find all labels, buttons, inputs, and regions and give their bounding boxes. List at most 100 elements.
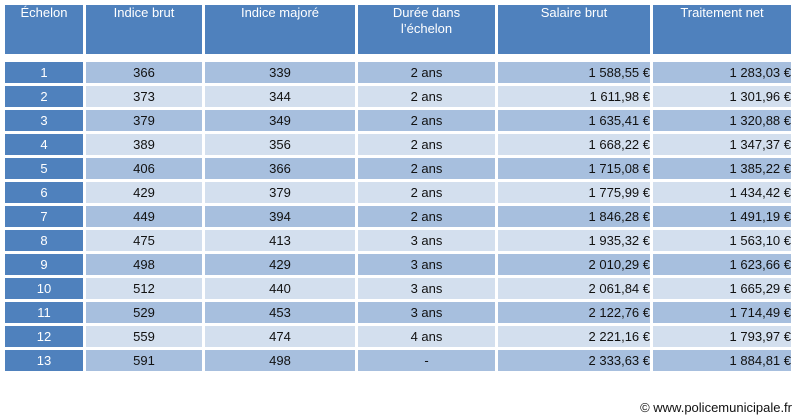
header-duree: Durée dans l’échelon — [358, 5, 495, 54]
table-row: 8 475 413 3 ans 1 935,32 €1 563,10 € — [5, 230, 791, 251]
header-spacer — [5, 57, 791, 59]
cell-duree: 2 ans — [358, 206, 495, 227]
cell-echelon: 7 — [5, 206, 83, 227]
cell-indice-brut: 366 — [86, 62, 202, 83]
header-indice-brut: Indice brut — [86, 5, 202, 54]
table-row: 4 389 356 2 ans 1 668,22 €1 347,37 € — [5, 134, 791, 155]
cell-indice-majore: 474 — [205, 326, 355, 347]
cell-traitement-net: 1 385,22 € — [653, 158, 791, 179]
cell-salaire-brut: 1 775,99 € — [498, 182, 650, 203]
table-row: 13 591 498-2 333,63 €1 884,81 € — [5, 350, 791, 371]
cell-salaire-brut: 2 010,29 € — [498, 254, 650, 275]
table-row: 10 512 440 3 ans 2 061,84 €1 665,29 € — [5, 278, 791, 299]
cell-indice-majore: 366 — [205, 158, 355, 179]
spacer-cell — [5, 57, 791, 59]
cell-indice-brut: 475 — [86, 230, 202, 251]
cell-salaire-brut: 2 221,16 € — [498, 326, 650, 347]
cell-traitement-net: 1 665,29 € — [653, 278, 791, 299]
cell-traitement-net: 1 320,88 € — [653, 110, 791, 131]
cell-indice-majore: 498 — [205, 350, 355, 371]
cell-traitement-net: 1 434,42 € — [653, 182, 791, 203]
cell-salaire-brut: 1 935,32 € — [498, 230, 650, 251]
cell-indice-majore: 339 — [205, 62, 355, 83]
cell-traitement-net: 1 793,97 € — [653, 326, 791, 347]
cell-salaire-brut: 1 588,55 € — [498, 62, 650, 83]
cell-duree: 4 ans — [358, 326, 495, 347]
table-header: Échelon Indice brut Indice majoré Durée … — [5, 5, 791, 54]
cell-duree: 2 ans — [358, 182, 495, 203]
cell-duree: 3 ans — [358, 302, 495, 323]
cell-echelon: 11 — [5, 302, 83, 323]
cell-duree: 2 ans — [358, 62, 495, 83]
cell-indice-majore: 440 — [205, 278, 355, 299]
cell-echelon: 12 — [5, 326, 83, 347]
cell-indice-majore: 453 — [205, 302, 355, 323]
cell-traitement-net: 1 714,49 € — [653, 302, 791, 323]
cell-traitement-net: 1 623,66 € — [653, 254, 791, 275]
cell-duree: 3 ans — [358, 278, 495, 299]
header-indice-majore: Indice majoré — [205, 5, 355, 54]
cell-duree: 2 ans — [358, 158, 495, 179]
cell-traitement-net: 1 301,96 € — [653, 86, 791, 107]
table-row: 2 373 344 2 ans 1 611,98 €1 301,96 € — [5, 86, 791, 107]
cell-indice-majore: 413 — [205, 230, 355, 251]
header-traitement-net: Traitement net — [653, 5, 791, 54]
cell-indice-brut: 406 — [86, 158, 202, 179]
cell-salaire-brut: 1 635,41 € — [498, 110, 650, 131]
table-row: 7 449 394 2 ans 1 846,28 €1 491,19 € — [5, 206, 791, 227]
cell-indice-majore: 429 — [205, 254, 355, 275]
cell-echelon: 4 — [5, 134, 83, 155]
cell-salaire-brut: 1 668,22 € — [498, 134, 650, 155]
table-row: 3 379 349 2 ans 1 635,41 €1 320,88 € — [5, 110, 791, 131]
cell-indice-brut: 591 — [86, 350, 202, 371]
cell-salaire-brut: 2 122,76 € — [498, 302, 650, 323]
cell-echelon: 8 — [5, 230, 83, 251]
cell-echelon: 5 — [5, 158, 83, 179]
cell-traitement-net: 1 283,03 € — [653, 62, 791, 83]
cell-indice-majore: 349 — [205, 110, 355, 131]
website-credit: © www.policemunicipale.fr — [640, 400, 792, 415]
cell-indice-brut: 389 — [86, 134, 202, 155]
header-duree-line2: l’échelon — [400, 21, 453, 36]
table-row: 6 429 379 2 ans 1 775,99 €1 434,42 € — [5, 182, 791, 203]
table-body: 1 366 339 2 ans 1 588,55 €1 283,03 €2 373 344 2… — [5, 57, 791, 371]
cell-indice-majore: 344 — [205, 86, 355, 107]
header-echelon: Échelon — [5, 5, 83, 54]
cell-traitement-net: 1 491,19 € — [653, 206, 791, 227]
cell-echelon: 2 — [5, 86, 83, 107]
cell-indice-majore: 356 — [205, 134, 355, 155]
cell-traitement-net: 1 347,37 € — [653, 134, 791, 155]
cell-indice-brut: 379 — [86, 110, 202, 131]
cell-echelon: 6 — [5, 182, 83, 203]
cell-indice-brut: 449 — [86, 206, 202, 227]
cell-traitement-net: 1 884,81 € — [653, 350, 791, 371]
cell-duree: 3 ans — [358, 230, 495, 251]
table-row: 12 559 474 4 ans 2 221,16 €1 793,97 € — [5, 326, 791, 347]
cell-duree: 2 ans — [358, 110, 495, 131]
cell-indice-brut: 498 — [86, 254, 202, 275]
cell-indice-brut: 559 — [86, 326, 202, 347]
cell-indice-brut: 373 — [86, 86, 202, 107]
cell-echelon: 13 — [5, 350, 83, 371]
table-row: 5 406 366 2 ans 1 715,08 €1 385,22 € — [5, 158, 791, 179]
cell-salaire-brut: 1 715,08 € — [498, 158, 650, 179]
header-salaire-brut: Salaire brut — [498, 5, 650, 54]
header-duree-line1: Durée dans — [392, 5, 461, 20]
cell-salaire-brut: 1 846,28 € — [498, 206, 650, 227]
cell-indice-majore: 394 — [205, 206, 355, 227]
cell-duree: 3 ans — [358, 254, 495, 275]
cell-echelon: 3 — [5, 110, 83, 131]
cell-echelon: 9 — [5, 254, 83, 275]
cell-duree: 2 ans — [358, 86, 495, 107]
header-row: Échelon Indice brut Indice majoré Durée … — [5, 5, 791, 54]
table-row: 9 498 429 3 ans 2 010,29 €1 623,66 € — [5, 254, 791, 275]
cell-indice-brut: 529 — [86, 302, 202, 323]
cell-echelon: 10 — [5, 278, 83, 299]
cell-traitement-net: 1 563,10 € — [653, 230, 791, 251]
cell-salaire-brut: 1 611,98 € — [498, 86, 650, 107]
cell-indice-majore: 379 — [205, 182, 355, 203]
cell-salaire-brut: 2 333,63 € — [498, 350, 650, 371]
cell-salaire-brut: 2 061,84 € — [498, 278, 650, 299]
cell-duree: - — [358, 350, 495, 371]
cell-duree: 2 ans — [358, 134, 495, 155]
